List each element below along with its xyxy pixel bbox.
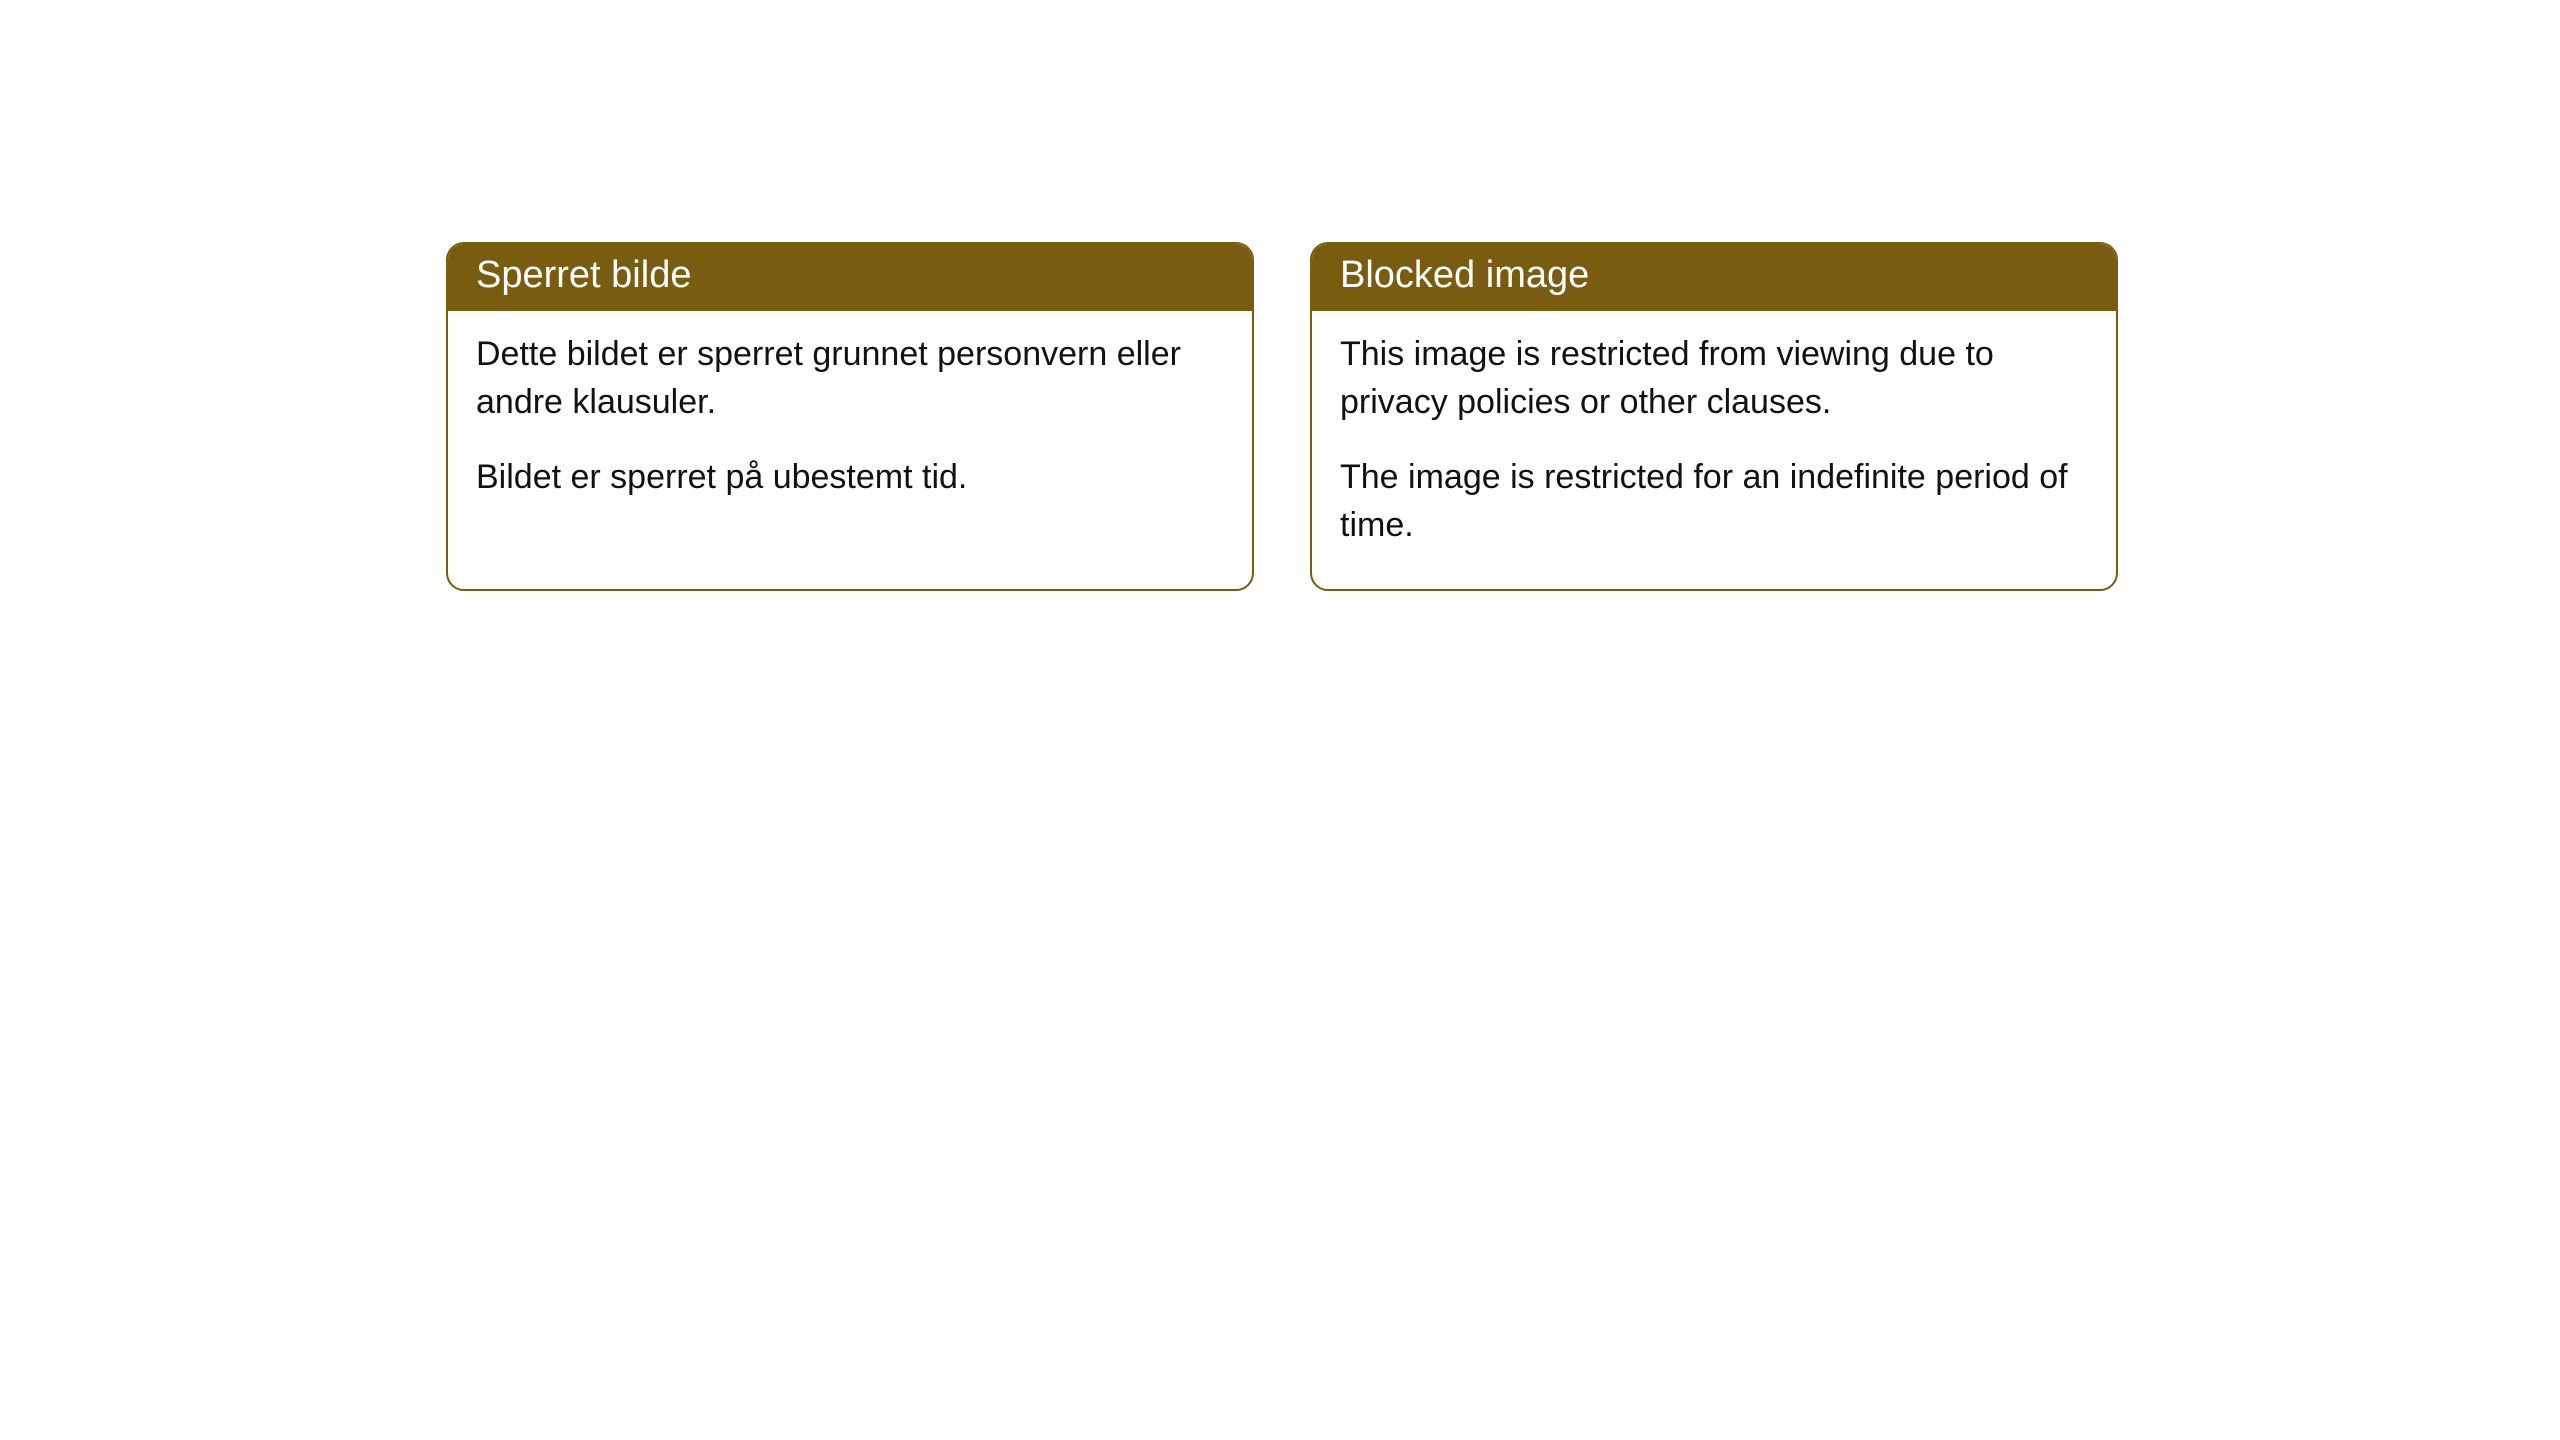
- card-text-no-2: Bildet er sperret på ubestemt tid.: [476, 454, 1224, 502]
- card-body-no: Dette bildet er sperret grunnet personve…: [448, 311, 1252, 542]
- card-header-no: Sperret bilde: [448, 244, 1252, 311]
- card-text-no-1: Dette bildet er sperret grunnet personve…: [476, 331, 1224, 426]
- card-text-en-1: This image is restricted from viewing du…: [1340, 331, 2088, 426]
- card-text-en-2: The image is restricted for an indefinit…: [1340, 454, 2088, 549]
- card-container: Sperret bilde Dette bildet er sperret gr…: [446, 242, 2118, 591]
- card-header-en: Blocked image: [1312, 244, 2116, 311]
- card-body-en: This image is restricted from viewing du…: [1312, 311, 2116, 589]
- blocked-image-card-en: Blocked image This image is restricted f…: [1310, 242, 2118, 591]
- blocked-image-card-no: Sperret bilde Dette bildet er sperret gr…: [446, 242, 1254, 591]
